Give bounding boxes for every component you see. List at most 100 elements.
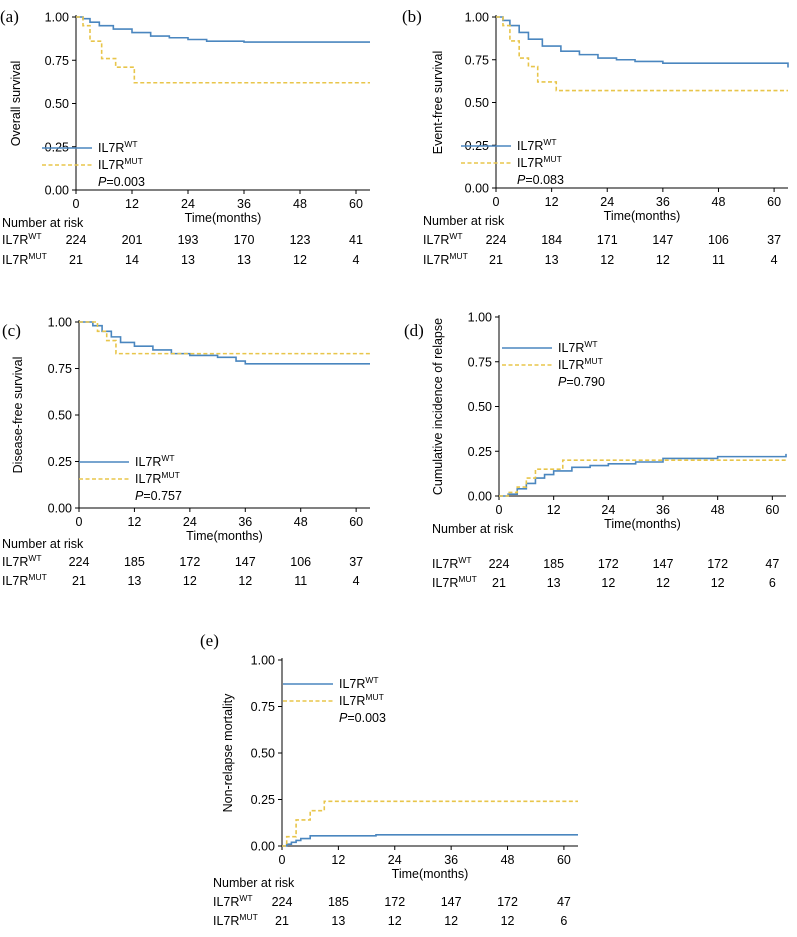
panel-label: (a): [0, 7, 19, 26]
p-value: P=0.003: [339, 711, 386, 725]
risk-value-mut: 13: [545, 253, 559, 267]
panel-label: (b): [402, 7, 422, 26]
x-axis-label: Time(months): [604, 209, 681, 223]
curve-il7r-mut: [76, 16, 370, 84]
x-tick-label: 24: [601, 503, 615, 517]
curve-il7r-wt: [76, 16, 370, 43]
risk-value-mut: 12: [600, 253, 614, 267]
risk-value-wt: 184: [541, 233, 562, 247]
risk-row-label-mut: IL7RMUT: [2, 251, 47, 267]
x-tick-label: 0: [73, 197, 80, 211]
x-tick-label: 24: [183, 515, 197, 529]
y-tick-label: 0.50: [465, 96, 489, 110]
risk-value-mut: 12: [601, 576, 615, 590]
risk-table: Number at risk IL7RWT IL7RMUT 224 21 185 13 172…: [2, 537, 363, 588]
risk-table-title: Number at risk: [2, 537, 84, 551]
risk-value-wt: 224: [486, 233, 507, 247]
risk-value-mut: 6: [560, 914, 567, 928]
curve-il7r-mut: [79, 321, 370, 355]
p-value: P=0.083: [517, 173, 564, 187]
risk-table: Number at risk IL7RWT IL7RMUT 224 21 185 13 172…: [432, 522, 779, 590]
x-tick-label: 24: [600, 195, 614, 209]
y-tick-label: 0.75: [465, 53, 489, 67]
y-tick-label: 0.50: [48, 409, 72, 423]
risk-value-wt: 47: [765, 557, 779, 571]
risk-value-wt: 147: [235, 555, 256, 569]
y-tick-label: 0.25: [468, 445, 492, 459]
risk-row-label-wt: IL7RWT: [2, 231, 42, 247]
risk-value-wt: 106: [290, 555, 311, 569]
risk-value-mut: 6: [769, 576, 776, 590]
x-axis-label: Time(months): [604, 517, 681, 531]
risk-row-label-mut: IL7RMUT: [2, 572, 47, 588]
p-value: P=0.790: [558, 375, 605, 389]
y-tick-label: 1.00: [465, 11, 489, 25]
risk-value-mut: 13: [547, 576, 561, 590]
risk-value-wt: 185: [124, 555, 145, 569]
y-tick-label: 1.00: [45, 11, 69, 25]
risk-table: Number at risk IL7RWT IL7RMUT 224 21 185 13 172…: [213, 876, 571, 928]
risk-value-wt: 37: [767, 233, 781, 247]
risk-value-wt: 147: [441, 895, 462, 909]
risk-value-mut: 12: [293, 253, 307, 267]
risk-value-mut: 12: [388, 914, 402, 928]
legend-label-wt: IL7RWT: [558, 339, 598, 355]
risk-value-mut: 21: [492, 576, 506, 590]
risk-value-mut: 12: [501, 914, 515, 928]
x-tick-label: 60: [765, 503, 779, 517]
curve-il7r-wt: [496, 16, 789, 68]
risk-value-wt: 172: [384, 895, 405, 909]
x-tick-label: 36: [444, 853, 458, 867]
risk-value-mut: 4: [353, 574, 360, 588]
x-tick-label: 60: [557, 853, 571, 867]
y-tick-label: 0.50: [45, 97, 69, 111]
risk-value-mut: 4: [771, 253, 778, 267]
x-tick-label: 24: [388, 853, 402, 867]
risk-value-wt: 224: [489, 557, 510, 571]
risk-value-mut: 13: [127, 574, 141, 588]
x-tick-label: 36: [656, 503, 670, 517]
x-tick-label: 24: [181, 197, 195, 211]
x-tick-label: 60: [349, 197, 363, 211]
risk-value-mut: 21: [275, 914, 289, 928]
km-panel-b: (b)0.000.250.500.751.000 12 24 36 48 60Event-…: [402, 7, 789, 267]
panel-label: (c): [2, 321, 21, 340]
risk-table-title: Number at risk: [213, 876, 295, 890]
y-tick-label: 0.75: [45, 54, 69, 68]
x-tick-label: 12: [125, 197, 139, 211]
risk-value-mut: 21: [72, 574, 86, 588]
risk-value-mut: 14: [125, 253, 139, 267]
y-axis-label: Overall survival: [9, 61, 23, 146]
risk-value-wt: 123: [290, 233, 311, 247]
risk-value-wt: 172: [179, 555, 200, 569]
risk-value-mut: 13: [181, 253, 195, 267]
legend-label-mut: IL7RMUT: [339, 692, 384, 708]
curve-il7r-wt: [499, 453, 787, 497]
legend-label-mut: IL7RMUT: [517, 154, 562, 170]
x-tick-label: 36: [238, 515, 252, 529]
risk-value-wt: 147: [653, 557, 674, 571]
y-tick-label: 1.00: [251, 654, 275, 668]
y-tick-label: 0.00: [45, 184, 69, 198]
risk-value-mut: 12: [238, 574, 252, 588]
p-value: P=0.757: [135, 489, 182, 503]
x-tick-label: 0: [496, 503, 503, 517]
risk-value-wt: 106: [708, 233, 729, 247]
risk-value-wt: 172: [598, 557, 619, 571]
x-tick-label: 60: [349, 515, 363, 529]
risk-value-wt: 224: [69, 555, 90, 569]
risk-value-mut: 13: [237, 253, 251, 267]
risk-table: Number at risk IL7RWT IL7RMUT 224 21 184 13 171…: [423, 214, 781, 267]
risk-row-label-wt: IL7RWT: [423, 231, 463, 247]
legend-label-mut: IL7RMUT: [135, 470, 180, 486]
curve-il7r-mut: [496, 16, 788, 92]
risk-value-wt: 171: [597, 233, 618, 247]
risk-value-mut: 11: [712, 253, 725, 267]
x-tick-label: 12: [547, 503, 561, 517]
risk-value-mut: 12: [656, 253, 670, 267]
x-tick-label: 12: [545, 195, 559, 209]
